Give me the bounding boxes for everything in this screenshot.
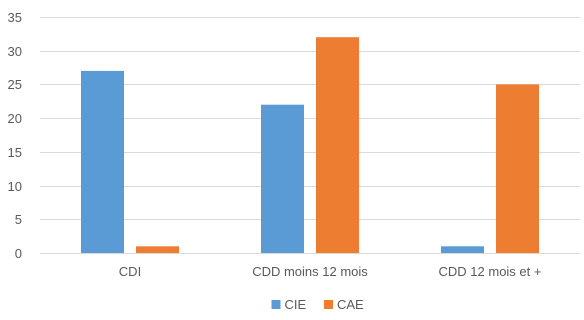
legend: CIE CAE — [271, 297, 364, 312]
bar-cie-2 — [441, 246, 484, 253]
bar-cie-1 — [261, 104, 304, 253]
legend-label-cae: CAE — [337, 297, 364, 312]
bar-cae-0 — [136, 246, 179, 253]
x-axis: CDI CDD moins 12 mois CDD 12 mois et + — [119, 264, 542, 279]
legend-label-cie: CIE — [285, 297, 307, 312]
y-tick-label: 30 — [8, 44, 22, 59]
x-category-label: CDI — [119, 264, 141, 279]
bar-cie-0 — [81, 70, 124, 254]
legend-swatch-cie — [271, 300, 281, 309]
y-tick-label: 20 — [8, 111, 22, 126]
x-category-label: CDD moins 12 mois — [252, 264, 368, 279]
legend-swatch-cae — [324, 300, 333, 309]
x-category-label: CDD 12 mois et + — [439, 264, 542, 279]
y-tick-label: 10 — [8, 179, 22, 194]
bar-cae-1 — [316, 37, 359, 254]
y-tick-label: 5 — [15, 212, 22, 227]
bar-cae-2 — [496, 84, 539, 254]
y-tick-label: 0 — [15, 246, 22, 261]
y-tick-label: 35 — [8, 10, 22, 25]
y-tick-label: 15 — [8, 145, 22, 160]
y-tick-label: 25 — [8, 77, 22, 92]
gridlines — [40, 17, 580, 254]
bars — [81, 37, 539, 254]
y-axis: 0 5 10 15 20 25 30 35 — [8, 10, 22, 261]
